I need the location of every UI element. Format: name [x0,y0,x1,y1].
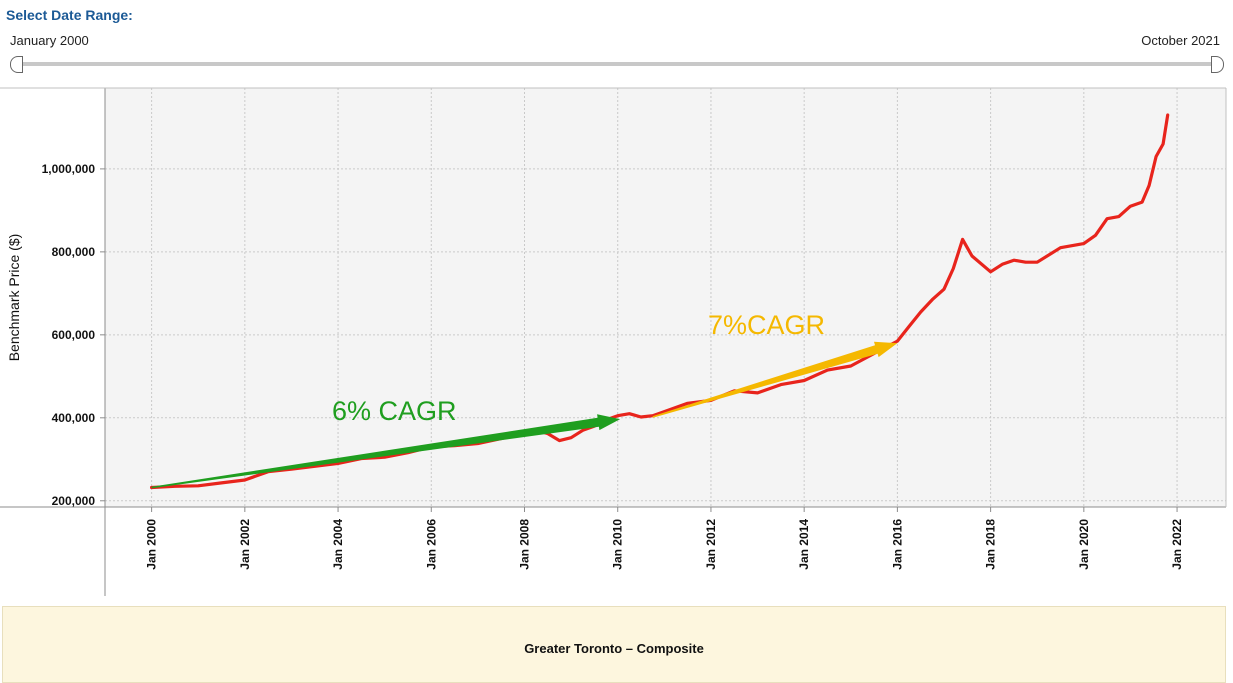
date-range-slider-track[interactable] [14,62,1214,66]
range-start-label: January 2000 [10,33,89,48]
range-start-handle[interactable] [10,56,23,73]
region-label: Greater Toronto – Composite [524,641,704,656]
x-tick-label: Jan 2022 [1170,519,1184,570]
cagr-6-arrow [151,414,621,489]
benchmark-price-chart: 200,000 400,000 600,000 800,000 1,000,000 Jan… [0,87,1227,596]
x-tick-label: Jan 2014 [797,519,811,570]
y-tick-label: 600,000 [52,328,96,342]
y-tick-label: 1,000,000 [42,162,96,176]
y-tick-label: 200,000 [52,494,96,508]
date-range-title: Select Date Range: [6,7,133,23]
x-tick-label: Jan 2010 [611,519,625,570]
plot-area [105,88,1226,507]
x-tick-label: Jan 2006 [424,519,438,570]
region-panel: Greater Toronto – Composite [2,606,1226,683]
x-tick-label: Jan 2016 [890,519,904,570]
x-tick-label: Jan 2008 [518,519,532,570]
x-tick-label: Jan 2020 [1077,519,1091,570]
x-tick-label: Jan 2012 [704,519,718,570]
cagr-7-arrow [652,341,898,418]
y-tick-label: 400,000 [52,411,96,425]
y-axis-label: Benchmark Price ($) [6,234,22,362]
range-end-label: October 2021 [1141,33,1220,48]
y-tick-label: 800,000 [52,245,96,259]
x-tick-label: Jan 2018 [984,519,998,570]
x-tick-label: Jan 2004 [331,519,345,570]
x-tick-label: Jan 2000 [145,519,159,570]
cagr-7-label: 7%CAGR [708,310,825,340]
cagr-6-label: 6% CAGR [332,396,457,426]
range-end-handle[interactable] [1211,56,1224,73]
x-tick-label: Jan 2002 [238,519,252,570]
